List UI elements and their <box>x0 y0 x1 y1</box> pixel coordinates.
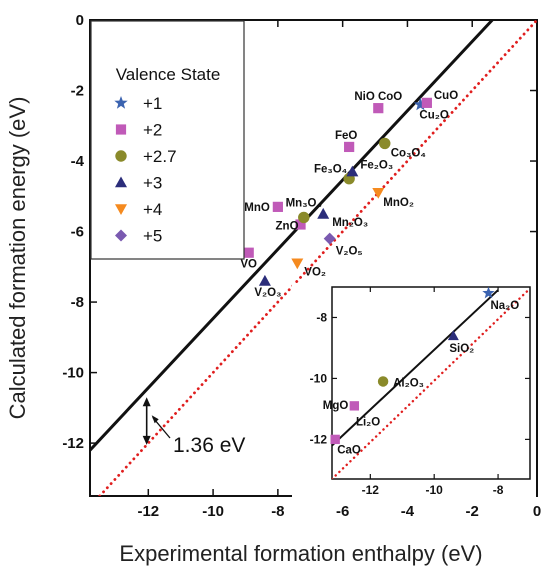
point-label: V₂O₅ <box>336 246 363 258</box>
point-label: VO₂ <box>304 266 326 278</box>
data-point-square <box>295 219 306 230</box>
inset-fit-line <box>332 289 499 447</box>
data-point-square <box>344 141 355 153</box>
point-label: CuO <box>434 90 458 102</box>
legend-entry-label: +4 <box>143 200 162 219</box>
legend-entry-label: +2.7 <box>143 147 177 166</box>
point-label: VO <box>240 259 257 271</box>
inset-plot: -12 -10 -8 -8 -10 -12 Na₂O MgO CaO Al₂O₃ SiO₂ Li₂O <box>292 284 536 499</box>
inset-background <box>292 284 536 499</box>
legend-marker-triangle-down <box>115 204 127 215</box>
offset-annotation: 1.36 eV <box>142 397 245 457</box>
point-label: Mn₂O₃ <box>332 217 368 229</box>
point-label: FeO <box>335 130 357 142</box>
fit-line <box>90 20 494 452</box>
x-tick-label: -2 <box>466 503 479 520</box>
point-label: MnO <box>244 202 270 214</box>
inset-data-point-square <box>349 401 360 411</box>
main-plot: -12 -10 -8 -6 -4 -2 0 0 -2 -4 -6 -8 -10 -12 1.36 eV Cu₂… <box>62 12 541 520</box>
data-point-triangle-down <box>372 187 385 199</box>
legend: Valence State +1 +2 +2.7 +3 +4 +5 <box>90 20 245 260</box>
legend-marker-square <box>115 124 127 135</box>
data-point-triangle-down <box>291 258 304 270</box>
inset-reference-line <box>332 287 530 479</box>
y-tick-label: 0 <box>76 12 84 29</box>
inset-data-point-triangle-up <box>447 330 459 341</box>
data-point-diamond <box>323 232 336 245</box>
data-point-square <box>373 103 384 114</box>
data-point-circle <box>298 211 310 224</box>
inset-point-label: Na₂O <box>490 300 519 312</box>
x-tick-label: -10 <box>202 503 224 520</box>
point-label: NiO CoO <box>354 91 402 103</box>
legend-marker-star <box>114 96 128 109</box>
x-tick-label: 0 <box>533 503 541 520</box>
inset-frame <box>331 286 531 480</box>
inset-point-label: SiO₂ <box>449 343 474 355</box>
y-tick-label: -8 <box>71 294 84 311</box>
legend-marker-circle <box>115 150 127 162</box>
offset-annotation-label: 1.36 eV <box>173 434 245 457</box>
inset-x-tick-label: -12 <box>362 483 380 497</box>
point-label: V₂O₃ <box>254 287 281 299</box>
arrow-head-up <box>142 397 151 407</box>
legend-entry-label: +5 <box>143 227 162 246</box>
inset-point-label: MgO <box>323 400 349 412</box>
inset-y-tick-label: -10 <box>310 371 328 385</box>
main-data-points: Cu₂O CuO NiO CoO FeO MnO ZnO VO Co₃O₄ Fe₃O₄ Mn₃O₄… <box>240 90 458 299</box>
point-label: Fe₂O₃ <box>360 160 393 172</box>
legend-entry-label: +3 <box>143 174 162 193</box>
y-tick-label: -10 <box>62 365 84 382</box>
data-point-circle <box>379 137 391 150</box>
legend-title: Valence State <box>116 65 221 84</box>
pointer-head <box>151 415 159 424</box>
inset-x-tick-label: -8 <box>493 483 504 497</box>
data-point-square <box>272 201 283 212</box>
inset-y-tick-label: -8 <box>316 310 327 324</box>
data-point-square <box>421 97 432 108</box>
inset-data-point-square <box>330 434 340 445</box>
inset-y-tick-label: -12 <box>310 432 328 446</box>
point-label: Mn₃O₄ <box>286 197 322 209</box>
reference-line-y-equals-x <box>98 20 537 496</box>
inset-point-label: Li₂O <box>356 417 380 429</box>
legend-entry-label: +2 <box>143 121 162 140</box>
legend-marker-diamond <box>115 229 127 242</box>
x-axis-label: Experimental formation enthalpy (eV) <box>119 541 482 566</box>
data-point-triangle-up <box>258 274 271 286</box>
point-label: Co₃O₄ <box>391 147 426 159</box>
data-point-star <box>413 97 427 111</box>
data-point-triangle-up <box>317 207 330 219</box>
inset-data-point-star <box>482 286 495 299</box>
x-tick-label: -8 <box>271 503 284 520</box>
x-tick-label: -6 <box>336 503 349 520</box>
legend-marker-triangle-up <box>115 176 127 188</box>
x-tick-label: -12 <box>137 503 159 520</box>
data-point-square <box>243 247 254 258</box>
x-tick-label: -4 <box>401 503 415 520</box>
point-label: ZnO <box>276 221 299 233</box>
inset-data-points: Na₂O MgO CaO Al₂O₃ SiO₂ Li₂O <box>323 286 519 456</box>
legend-box <box>90 20 245 260</box>
inset-point-label: CaO <box>337 444 361 456</box>
inset-x-tick-label: -10 <box>426 483 444 497</box>
legend-entry-label: +1 <box>143 94 162 113</box>
y-tick-label: -12 <box>62 435 84 452</box>
point-label: Fe₃O₄ <box>314 164 347 176</box>
point-label: Cu₂O <box>419 110 448 122</box>
data-point-triangle-up <box>346 165 359 177</box>
y-tick-label: -2 <box>71 83 84 100</box>
y-tick-label: -4 <box>71 153 85 170</box>
inset-point-label: Al₂O₃ <box>393 377 424 389</box>
arrow-head-down <box>142 435 151 445</box>
inset-data-point-circle <box>377 376 389 387</box>
point-label: MnO₂ <box>383 197 414 209</box>
y-tick-label: -6 <box>71 224 84 241</box>
y-axis-label: Calculated formation energy (eV) <box>5 97 30 420</box>
